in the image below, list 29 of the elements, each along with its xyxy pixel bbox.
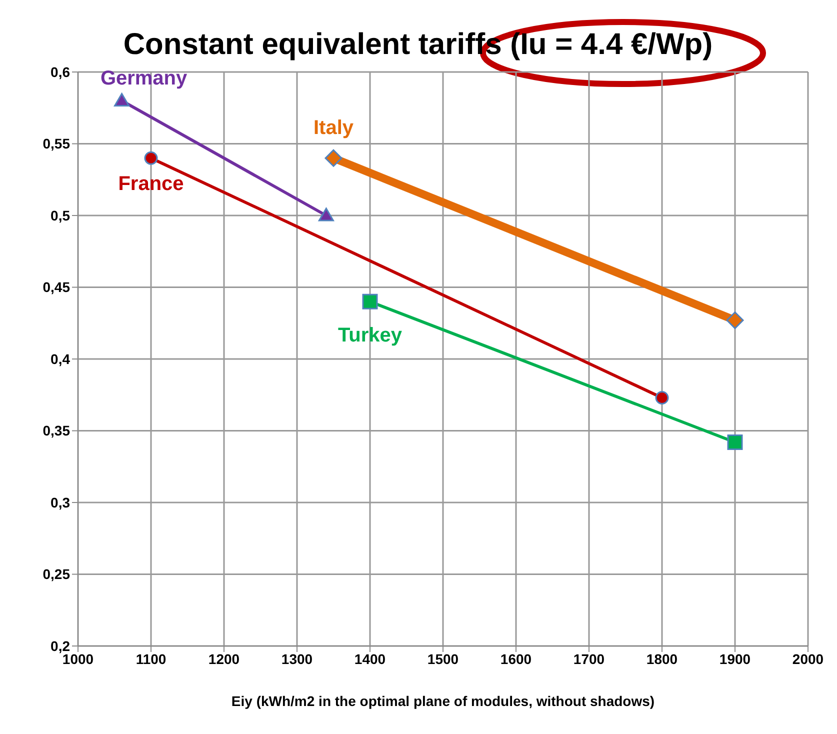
y-tick-label: 0,6 (50, 64, 70, 80)
y-tick-label: 0,35 (42, 422, 70, 439)
series-label: Turkey (338, 324, 403, 347)
point (655, 390, 669, 404)
x-tick-label: 1100 (136, 650, 166, 667)
x-tick-label: 1400 (354, 650, 386, 667)
y-tick-label: 0,3 (50, 494, 70, 510)
x-tick-label: 1700 (573, 650, 605, 667)
point (324, 149, 342, 167)
point (362, 294, 378, 310)
y-tick-label: 0,5 (50, 207, 70, 224)
x-tick-label: 1900 (719, 650, 751, 667)
series-label: France (118, 173, 184, 196)
x-tick-label: 1200 (208, 650, 240, 667)
y-tick-label: 0,25 (42, 566, 70, 582)
point (726, 312, 744, 330)
x-tick-label: 1600 (500, 650, 532, 667)
x-tick-label: 2000 (792, 650, 824, 667)
series-label: Germany (100, 68, 188, 90)
y-tick-label: 0,45 (42, 279, 70, 296)
y-tick-label: 0,4 (50, 350, 70, 367)
x-axis-title: Eiy (kWh/m2 in the optimal plane of modules, without shadows) (231, 693, 655, 709)
x-tick-label: 1800 (646, 650, 678, 667)
x-tick-label: 1300 (281, 650, 313, 667)
series-label: Italy (313, 117, 354, 140)
point (727, 434, 743, 450)
y-tick-label: 0,55 (42, 136, 70, 152)
point (144, 151, 158, 165)
x-tick-label: 1500 (427, 650, 459, 667)
